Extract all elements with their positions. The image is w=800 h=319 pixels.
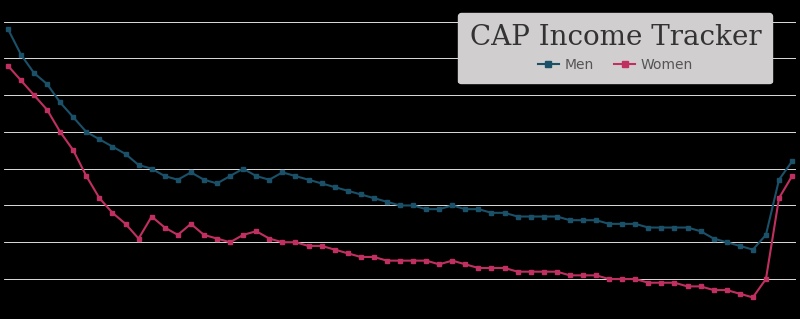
Legend: Men, Women: Men, Women — [458, 13, 772, 84]
